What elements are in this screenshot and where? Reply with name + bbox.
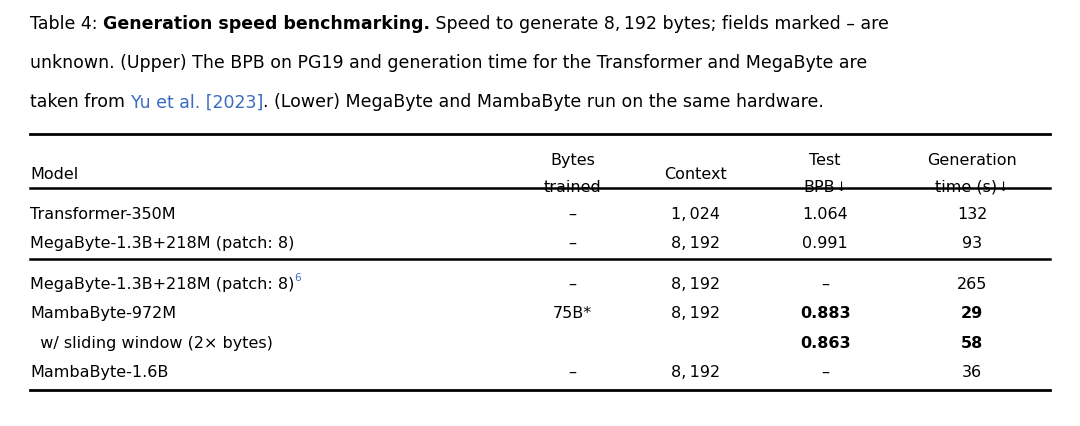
Text: Generation speed benchmarking.: Generation speed benchmarking. bbox=[104, 15, 430, 33]
Text: Model: Model bbox=[30, 167, 79, 181]
Text: 0.883: 0.883 bbox=[800, 306, 850, 321]
Text: Generation: Generation bbox=[927, 153, 1017, 168]
Text: –: – bbox=[568, 365, 577, 380]
Text: Speed to generate 8, 192 bytes; fields marked – are: Speed to generate 8, 192 bytes; fields m… bbox=[430, 15, 889, 33]
Text: 1.064: 1.064 bbox=[802, 207, 848, 222]
Text: MegaByte-1.3B+218M (patch: 8): MegaByte-1.3B+218M (patch: 8) bbox=[30, 236, 295, 251]
Text: –: – bbox=[568, 207, 577, 222]
Text: 8, 192: 8, 192 bbox=[671, 236, 720, 251]
Text: taken from: taken from bbox=[30, 93, 131, 111]
Text: Transformer-350M: Transformer-350M bbox=[30, 207, 176, 222]
Text: Test: Test bbox=[809, 153, 841, 168]
Text: BPB: BPB bbox=[804, 180, 835, 195]
Text: 8, 192: 8, 192 bbox=[671, 306, 720, 321]
Text: –: – bbox=[821, 277, 829, 292]
Text: 0.991: 0.991 bbox=[802, 236, 848, 251]
Text: time (s): time (s) bbox=[935, 180, 997, 195]
Text: 93: 93 bbox=[962, 236, 982, 251]
Text: trained: trained bbox=[543, 180, 602, 195]
Text: –: – bbox=[568, 236, 577, 251]
Text: Table 4:: Table 4: bbox=[30, 15, 104, 33]
Text: Yu et al. [2023]: Yu et al. [2023] bbox=[131, 93, 264, 111]
Text: 6: 6 bbox=[295, 273, 301, 282]
Text: MambaByte-972M: MambaByte-972M bbox=[30, 306, 176, 321]
Text: Context: Context bbox=[664, 167, 727, 181]
Text: 58: 58 bbox=[961, 336, 983, 351]
Text: 36: 36 bbox=[962, 365, 982, 380]
Text: 8, 192: 8, 192 bbox=[671, 365, 720, 380]
Text: –: – bbox=[568, 277, 577, 292]
Text: 0.863: 0.863 bbox=[800, 336, 850, 351]
Text: 75B*: 75B* bbox=[553, 306, 592, 321]
Text: 265: 265 bbox=[957, 277, 987, 292]
Text: MegaByte-1.3B+218M (patch: 8): MegaByte-1.3B+218M (patch: 8) bbox=[30, 277, 295, 292]
Text: 29: 29 bbox=[961, 306, 983, 321]
Text: w/ sliding window (2× bytes): w/ sliding window (2× bytes) bbox=[30, 336, 273, 351]
Text: unknown. (Upper) The BPB on PG19 and generation time for the Transformer and Meg: unknown. (Upper) The BPB on PG19 and gen… bbox=[30, 54, 867, 72]
Text: ↓: ↓ bbox=[835, 181, 846, 195]
Text: ↓: ↓ bbox=[997, 181, 1008, 195]
Text: 132: 132 bbox=[957, 207, 987, 222]
Text: MambaByte-1.6B: MambaByte-1.6B bbox=[30, 365, 168, 380]
Text: 1, 024: 1, 024 bbox=[671, 207, 720, 222]
Text: –: – bbox=[821, 365, 829, 380]
Text: Bytes: Bytes bbox=[550, 153, 595, 168]
Text: . (Lower) MegaByte and MambaByte run on the same hardware.: . (Lower) MegaByte and MambaByte run on … bbox=[264, 93, 824, 111]
Text: 8, 192: 8, 192 bbox=[671, 277, 720, 292]
